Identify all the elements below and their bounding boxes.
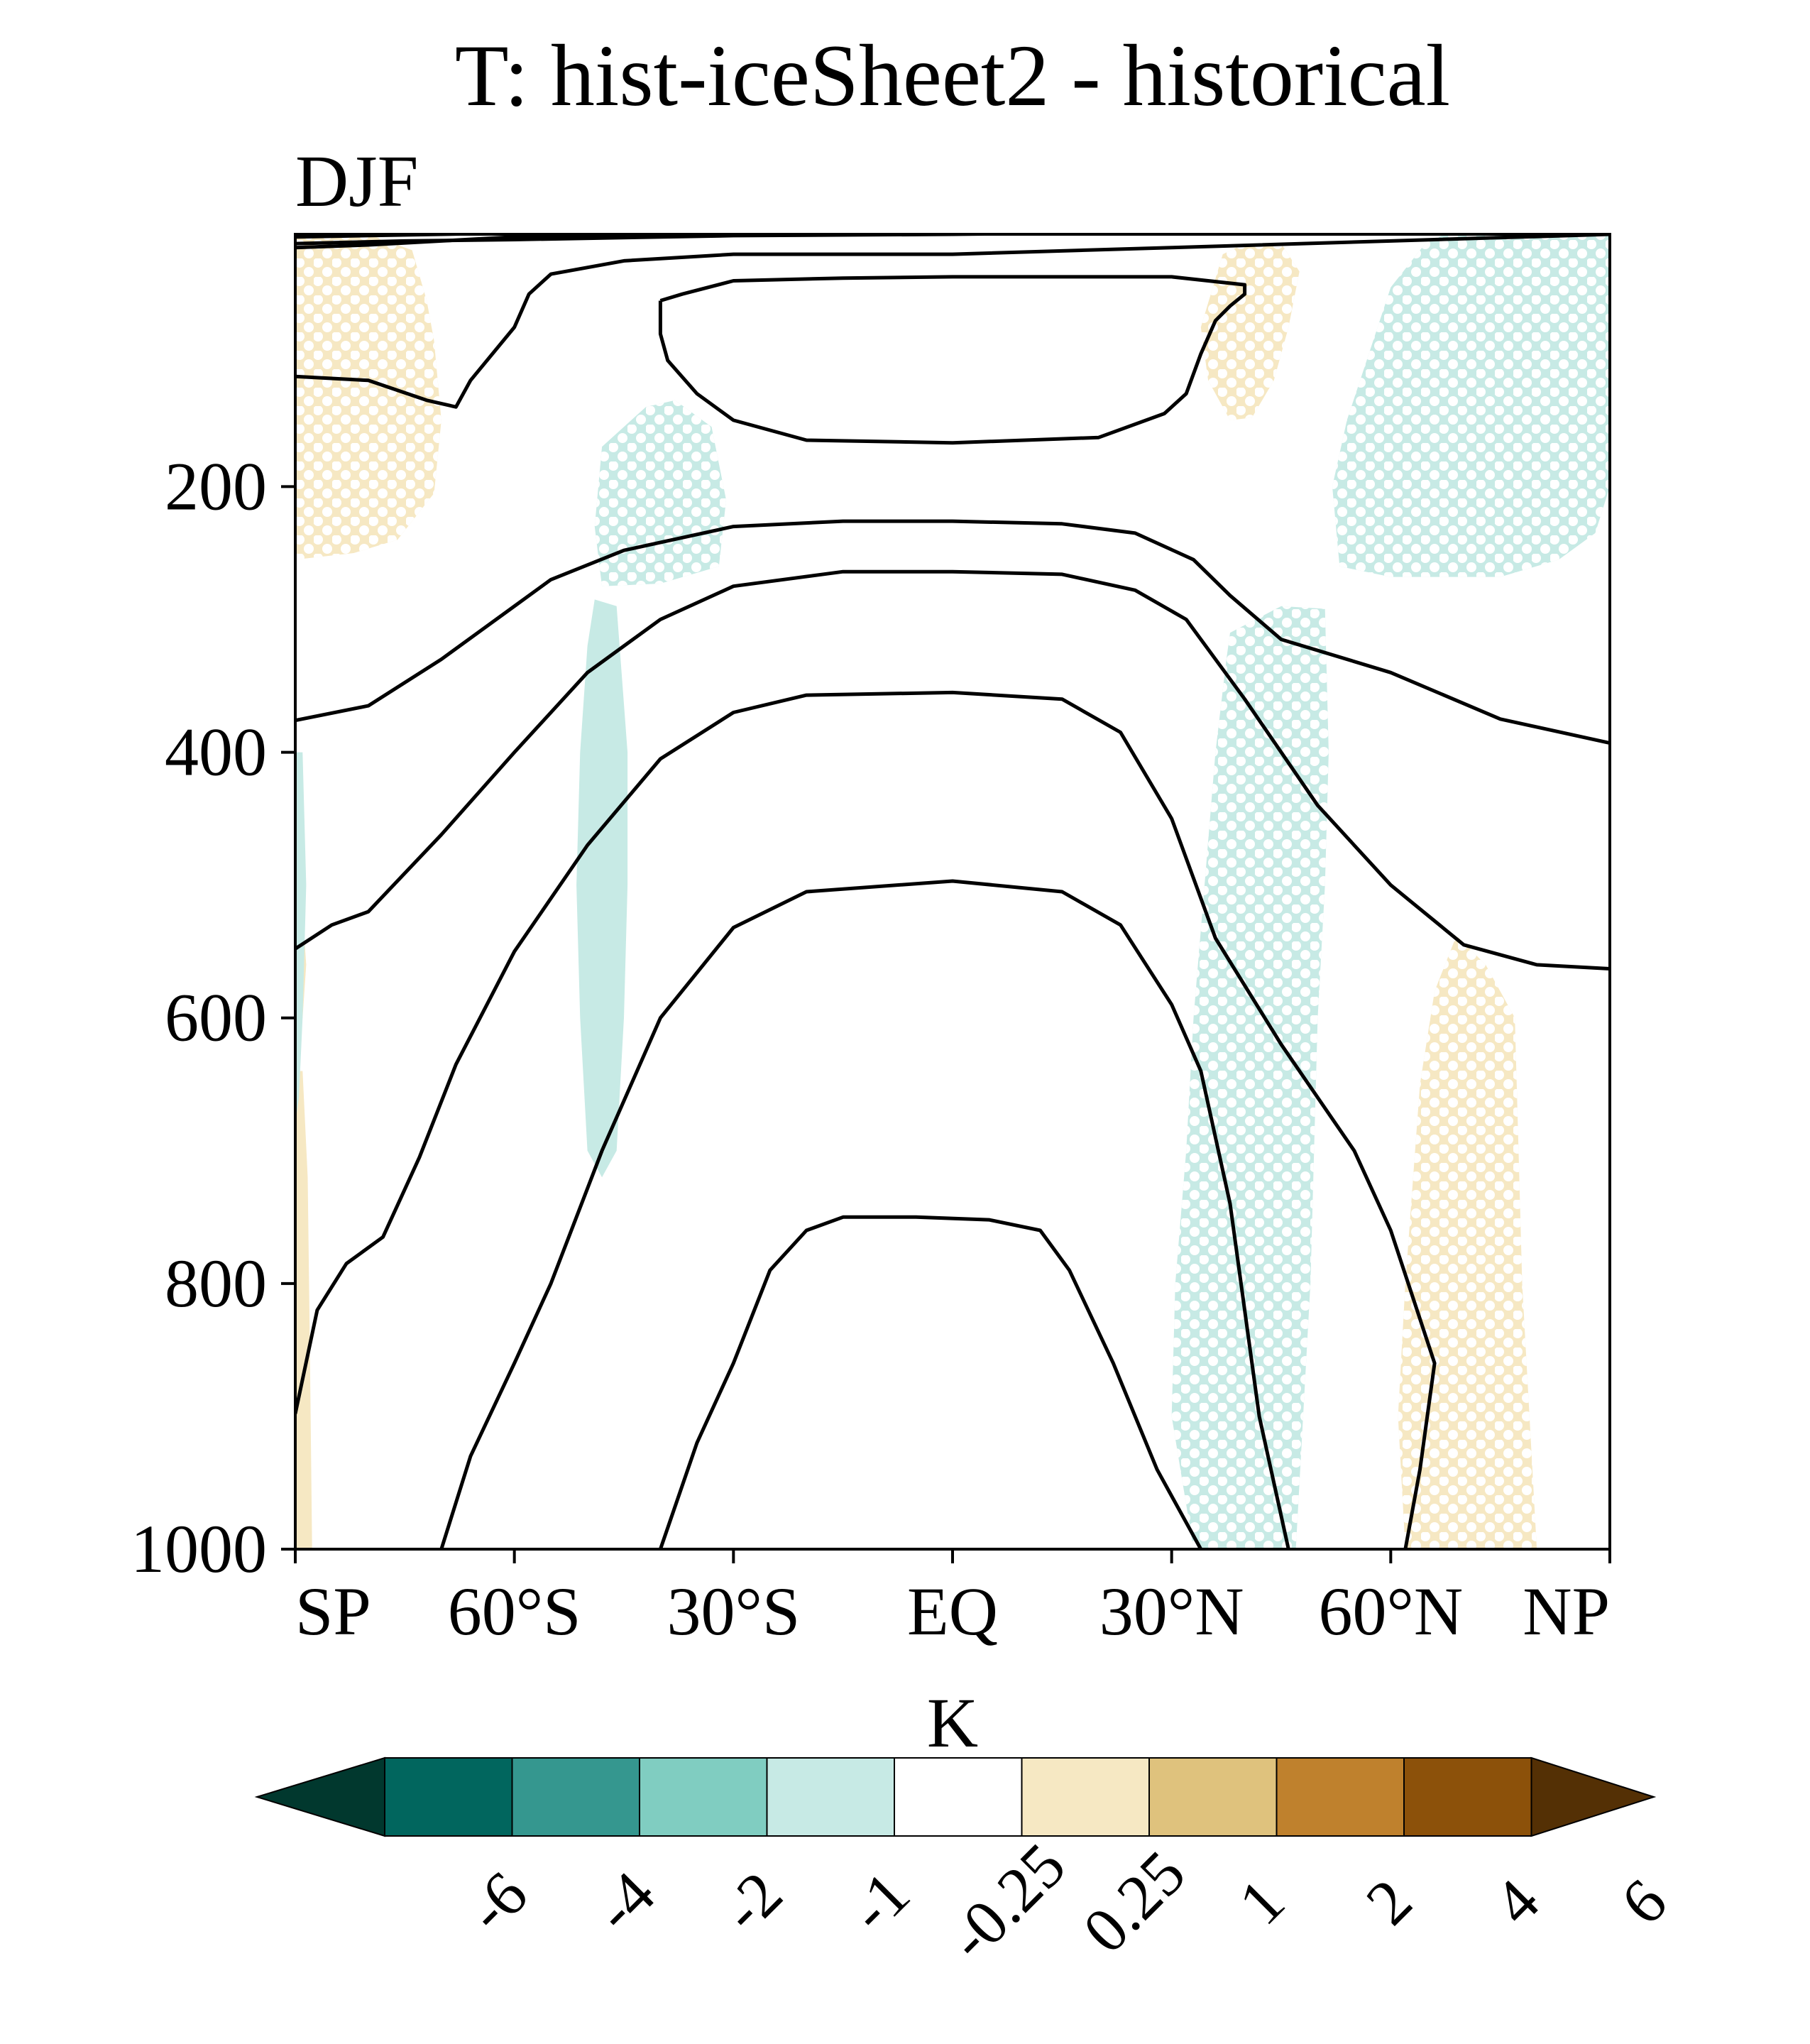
anomaly-region-10-negative xyxy=(295,752,307,1125)
stipple-region-9 xyxy=(1171,606,1329,1549)
stipple-region-4 xyxy=(1200,244,1300,420)
y-axis: 200 400 600 800 1000 xyxy=(131,448,295,1587)
colorbar-unit: K xyxy=(927,1683,978,1762)
colorbar-box-9 xyxy=(1403,1757,1532,1837)
anomaly-region-3-positive xyxy=(295,1071,312,1549)
anomaly-region-8-negative xyxy=(576,599,628,1178)
stipple-region-7 xyxy=(594,400,726,586)
anomaly-regions xyxy=(295,234,1610,1549)
x-tick-label-5: 30°N xyxy=(1099,1573,1244,1649)
colorbar-extend-low xyxy=(254,1756,385,1837)
colorbar-labels: -6 -4 -2 -1 -0.250.25 1 2 4 6 xyxy=(454,1830,1680,1974)
contour-line-11 xyxy=(659,1215,1202,1549)
y-tick-label-1: 200 xyxy=(165,448,267,524)
contour-line-3 xyxy=(295,224,1610,230)
stipple-region-6 xyxy=(1332,234,1610,577)
contour-line-8 xyxy=(295,569,1610,971)
plot-area xyxy=(294,224,1611,1551)
colorbar-level-label-2: -4 xyxy=(581,1859,669,1946)
colorbar-level-label-5: -0.25 xyxy=(935,1830,1079,1974)
colorbar-box-2 xyxy=(511,1757,640,1837)
stipple-region-5 xyxy=(1398,935,1537,1549)
colorbar-box-5 xyxy=(894,1757,1023,1837)
colorbar-level-label-9: 4 xyxy=(1481,1866,1553,1938)
contour-line-9 xyxy=(295,690,1437,1549)
colorbar-box-4 xyxy=(766,1757,895,1837)
colorbar-level-label-7: 1 xyxy=(1226,1866,1298,1938)
colorbar-level-label-6: 0.25 xyxy=(1070,1837,1198,1966)
colorbar-boxes xyxy=(254,1756,1657,1837)
chart-title: T: hist-iceSheet2 - historical xyxy=(455,27,1450,124)
colorbar-level-label-10: 6 xyxy=(1608,1866,1680,1938)
contour-line-7 xyxy=(295,519,1610,745)
y-tick-label-4: 800 xyxy=(165,1245,267,1321)
x-tick-label-4: EQ xyxy=(907,1573,998,1649)
colorbar-box-7 xyxy=(1148,1757,1278,1837)
stipple-region-1 xyxy=(295,234,441,560)
colorbar-box-8 xyxy=(1276,1757,1405,1837)
colorbar-level-label-3: -2 xyxy=(708,1859,796,1946)
x-tick-label-2: 60°S xyxy=(448,1573,581,1649)
contour-line-5 xyxy=(295,234,1610,409)
colorbar-level-label-1: -6 xyxy=(454,1859,541,1946)
colorbar-level-label-4: -1 xyxy=(836,1859,923,1946)
colorbar-box-3 xyxy=(639,1757,768,1837)
contour-line-1 xyxy=(295,234,698,250)
colorbar-extend-high xyxy=(1530,1756,1657,1837)
x-axis: SP 60°S 30°S EQ 30°N 60°N NP xyxy=(294,1549,1611,1649)
y-tick-label-5: 1000 xyxy=(131,1511,267,1587)
y-tick-label-2: 400 xyxy=(165,714,267,790)
x-tick-label-7: NP xyxy=(1523,1573,1610,1649)
chart-subtitle: DJF xyxy=(295,141,418,222)
x-tick-label-6: 60°N xyxy=(1318,1573,1463,1649)
y-tick-label-3: 600 xyxy=(165,980,267,1056)
colorbar-level-label-8: 2 xyxy=(1353,1866,1425,1938)
contour-line-10 xyxy=(438,879,1290,1549)
colorbar-box-6 xyxy=(1021,1757,1150,1837)
contour-lines xyxy=(295,224,1610,1549)
colorbar-box-1 xyxy=(384,1757,513,1837)
x-tick-label-1: SP xyxy=(295,1573,371,1649)
x-tick-label-3: 30°S xyxy=(667,1573,800,1649)
contour-line-6 xyxy=(658,275,1247,445)
colorbar: K -6 -4 -2 -1 -0.250.25 1 2 4 6 xyxy=(254,1683,1680,1974)
